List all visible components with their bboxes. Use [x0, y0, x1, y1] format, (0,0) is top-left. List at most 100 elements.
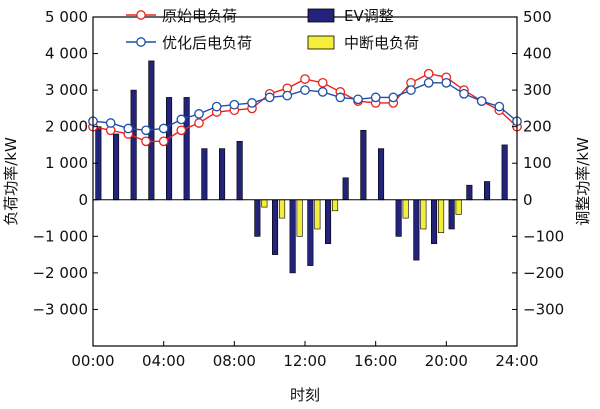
optimized-load-point: [459, 88, 469, 99]
y-left-tick-label: 1 000: [45, 154, 88, 172]
ev-adjust-bar: [413, 199, 420, 261]
interrupt-load-bar: [331, 199, 339, 212]
optimized-load-point: [247, 98, 257, 108]
optimized-load-point: [264, 92, 275, 103]
optimized-load-point: [229, 99, 240, 110]
interrupt-load-bar: [314, 199, 321, 230]
y-left-tick-label: 5 000: [45, 8, 88, 26]
ev-adjust-bar: [236, 141, 243, 201]
ev-adjust-bar: [201, 148, 208, 201]
original-load-point: [423, 68, 434, 79]
legend-original-load-marker-swatch: [136, 10, 146, 20]
optimized-load-point: [317, 87, 328, 97]
optimized-load-point: [158, 123, 169, 134]
interrupt-load-bar: [261, 199, 268, 208]
optimized-load-point: [123, 123, 134, 134]
y-right-tick-label: −300: [523, 300, 564, 318]
x-tick-label: 00:00: [71, 352, 114, 370]
interrupt-load-bar: [437, 199, 445, 234]
interrupt-load-bar: [455, 199, 462, 215]
y-right-tick-label: −200: [523, 264, 564, 282]
original-load-point: [176, 125, 187, 136]
ev-adjust-bar: [483, 181, 491, 201]
x-tick-label: 24:00: [495, 352, 538, 370]
optimized-load-point: [335, 92, 346, 103]
y-right-tick-label: 100: [523, 154, 552, 172]
ev-adjust-bar: [166, 97, 173, 201]
y-right-tick-label: −100: [523, 227, 564, 245]
y-left-tick-label: −3 000: [32, 300, 88, 318]
optimized-load-point: [494, 101, 505, 112]
ev-adjust-bar: [113, 133, 120, 201]
legend-optimized-load-marker-swatch: [136, 37, 146, 47]
y-left-tick-label: 0: [78, 191, 88, 209]
y-left-tick-label: −1 000: [32, 227, 88, 245]
optimized-load-point: [353, 94, 363, 105]
legend-interrupt-load-label: 中断电负荷: [344, 34, 419, 52]
ev-adjust-bar: [254, 199, 261, 237]
ev-adjust-bar: [466, 184, 473, 201]
y-left-tick-label: 2 000: [45, 118, 88, 136]
y-right-tick-label: 300: [523, 81, 552, 99]
optimized-load-point: [423, 77, 434, 88]
legend-original-load: 原始电负荷: [126, 7, 237, 25]
legend-optimized-load: 优化后电负荷: [126, 34, 252, 52]
optimized-load-point: [141, 125, 151, 136]
original-load-point: [141, 136, 151, 147]
legend-ev-adjust-bar-swatch: [307, 8, 335, 23]
optimized-load-point: [211, 101, 222, 112]
optimized-load-point: [282, 90, 293, 101]
y-right-tick-label: 500: [523, 8, 552, 26]
y-left-tick-label: 3 000: [45, 81, 88, 99]
x-tick-label: 16:00: [354, 352, 397, 370]
legend-original-load-label: 原始电负荷: [162, 7, 237, 25]
interrupt-load-bar: [278, 199, 286, 219]
x-tick-label: 20:00: [425, 352, 468, 370]
ev-adjust-bar: [377, 148, 385, 201]
ev-adjust-bar: [130, 89, 137, 201]
ev-adjust-bar: [430, 199, 438, 245]
ev-adjust-bar: [289, 199, 296, 274]
legend-interrupt-load-bar-swatch: [307, 35, 335, 50]
original-load-point: [158, 136, 169, 147]
ev-adjust-bar: [219, 148, 226, 201]
legend-ev-adjust-label: EV调整: [344, 7, 394, 25]
ticks-layer: −3 000 −2 000 −1 000 0 1 000 2 000 3 000 4 000 5…: [32, 8, 564, 370]
y-right-tick-label: 200: [523, 118, 552, 136]
x-tick-label: 12:00: [283, 352, 326, 370]
optimized-load-point: [194, 109, 204, 119]
ev-adjust-bar: [342, 177, 349, 201]
x-tick-label: 08:00: [213, 352, 256, 370]
ev-adjust-bar: [501, 144, 508, 200]
y-axis-right-title: 调整功率/kW: [574, 137, 592, 226]
original-load-point: [194, 118, 204, 128]
ev-adjust-bar: [307, 199, 314, 266]
original-load-point: [300, 74, 310, 84]
ev-adjust-bar: [448, 199, 455, 230]
lines-layer: [88, 68, 522, 147]
y-right-tick-label: 0: [523, 191, 533, 209]
interrupt-load-bar: [420, 199, 427, 230]
optimized-load-point: [388, 92, 399, 103]
original-load-point: [317, 77, 328, 88]
optimized-load-point: [300, 85, 310, 95]
x-axis-title: 时刻: [290, 386, 320, 404]
legend-interrupt-load: 中断电负荷: [307, 34, 419, 52]
optimized-load-point: [176, 114, 187, 125]
interrupt-load-bar: [296, 199, 303, 237]
interrupt-load-bar: [402, 199, 409, 219]
y-left-tick-label: −2 000: [32, 264, 88, 282]
optimized-load-point: [105, 118, 116, 128]
optimized-load-point: [441, 77, 452, 88]
ev-adjust-bar: [183, 97, 190, 201]
x-tick-label: 04:00: [142, 352, 185, 370]
optimized-load-point: [370, 92, 381, 103]
y-axis-left-title: 负荷功率/kW: [2, 137, 20, 226]
y-right-tick-label: 400: [523, 45, 552, 63]
legend-ev-adjust: EV调整: [307, 7, 394, 25]
ev-adjust-bar: [360, 130, 367, 201]
y-left-tick-label: 4 000: [45, 45, 88, 63]
plot-frame: [92, 16, 518, 347]
